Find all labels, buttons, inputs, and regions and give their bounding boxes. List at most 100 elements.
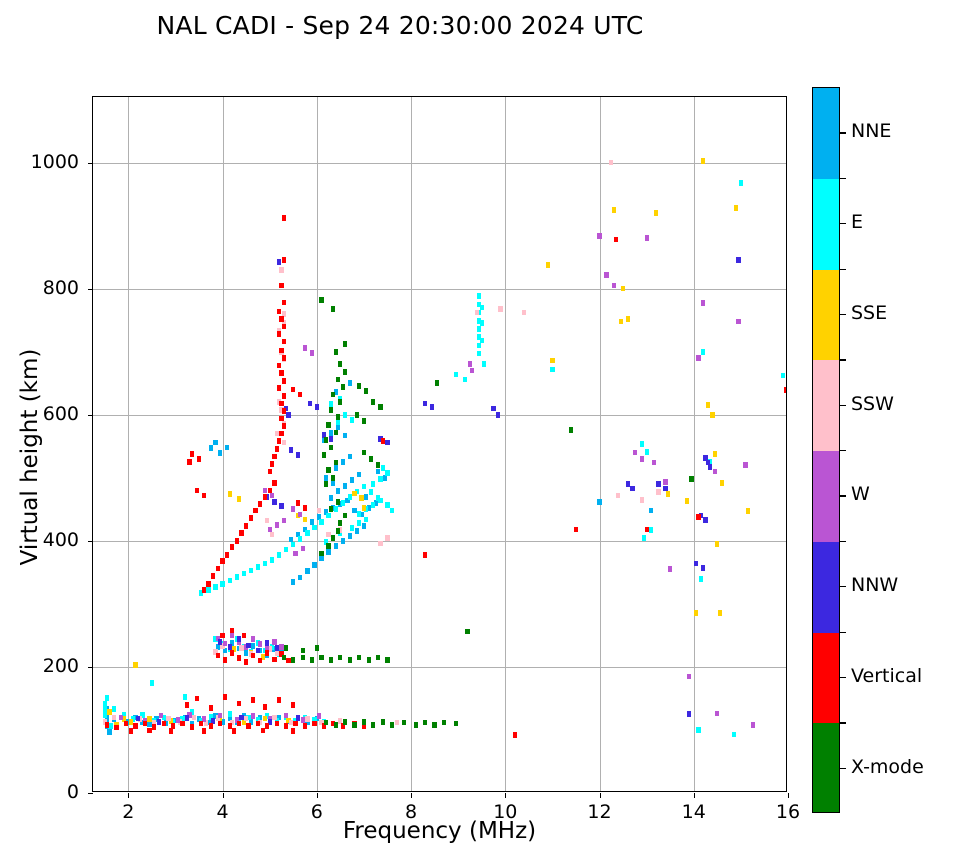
data-point [333,459,338,466]
data-point [314,404,319,410]
data-point [163,720,169,726]
data-point [375,654,381,661]
data-point [328,406,334,413]
data-point [189,450,195,457]
data-point [173,717,178,724]
data-point [604,271,609,278]
data-point [291,386,296,393]
x-tick-label: 6 [310,801,323,823]
data-point [302,516,308,523]
data-point [121,711,126,718]
data-point [281,423,286,429]
gridline-horizontal [93,162,786,164]
data-point [750,722,755,728]
data-point [286,657,291,664]
data-point [620,285,626,292]
data-point [281,299,286,306]
data-point [201,728,206,735]
data-point [342,483,348,489]
data-point [364,387,369,394]
data-point [632,449,637,456]
data-point [279,347,284,354]
gridline-vertical [411,97,413,791]
data-point [390,722,395,728]
data-point [215,565,220,572]
data-point [102,706,107,712]
data-point [317,507,322,514]
data-point [331,505,336,511]
data-point [302,505,308,511]
data-point [326,549,331,555]
data-point [284,546,289,553]
data-point [241,643,246,650]
data-point [357,654,362,661]
data-point [152,720,157,726]
data-point [276,259,282,265]
data-point [246,723,251,729]
data-point [736,318,741,325]
data-point [279,430,284,437]
colorbar-tick [840,495,846,497]
data-point [378,435,383,442]
data-point [274,650,279,656]
data-point [361,483,367,490]
data-point [686,711,692,718]
data-point [373,500,378,506]
data-point [276,399,282,405]
data-point [276,331,282,337]
data-point [232,646,237,653]
data-point [319,297,324,303]
y-tick-label: 1000 [30,150,79,173]
data-point [215,652,220,659]
data-point [229,632,235,639]
data-point [342,432,348,439]
data-point [213,713,218,719]
y-tick-label: 200 [42,654,79,677]
data-point [262,715,268,722]
data-point [244,659,249,665]
data-point [284,712,289,719]
data-point [597,232,602,239]
data-point [222,657,228,663]
data-point [251,696,256,703]
colorbar-segment-w [813,451,839,542]
data-point [696,514,701,520]
data-point [102,700,107,707]
data-point [276,696,282,703]
data-point [295,452,301,458]
data-point [284,405,289,412]
data-point [286,411,291,418]
data-point [477,326,482,332]
data-point [105,711,110,718]
data-point [715,710,720,717]
data-point [717,610,722,617]
data-point [272,498,277,505]
data-point [281,392,286,399]
data-point [130,716,136,723]
data-point [119,714,124,721]
colorbar-segment-e [813,178,839,270]
data-point [328,401,334,407]
data-point [477,342,482,349]
data-point [196,716,202,723]
data-point [265,646,270,653]
data-point [265,723,270,729]
data-point [269,492,275,499]
data-point [385,469,390,476]
data-point [211,718,216,724]
data-point [477,350,482,357]
data-point [244,650,249,656]
data-point [686,673,692,680]
data-point [281,257,286,264]
data-point [705,402,710,409]
data-point [324,481,329,487]
data-point [715,541,720,547]
data-point [279,370,284,376]
data-point [255,647,261,654]
data-point [274,645,279,651]
data-point [719,479,725,486]
data-point [340,459,345,465]
data-point [180,716,185,723]
data-point [357,510,362,517]
data-point [338,520,343,526]
